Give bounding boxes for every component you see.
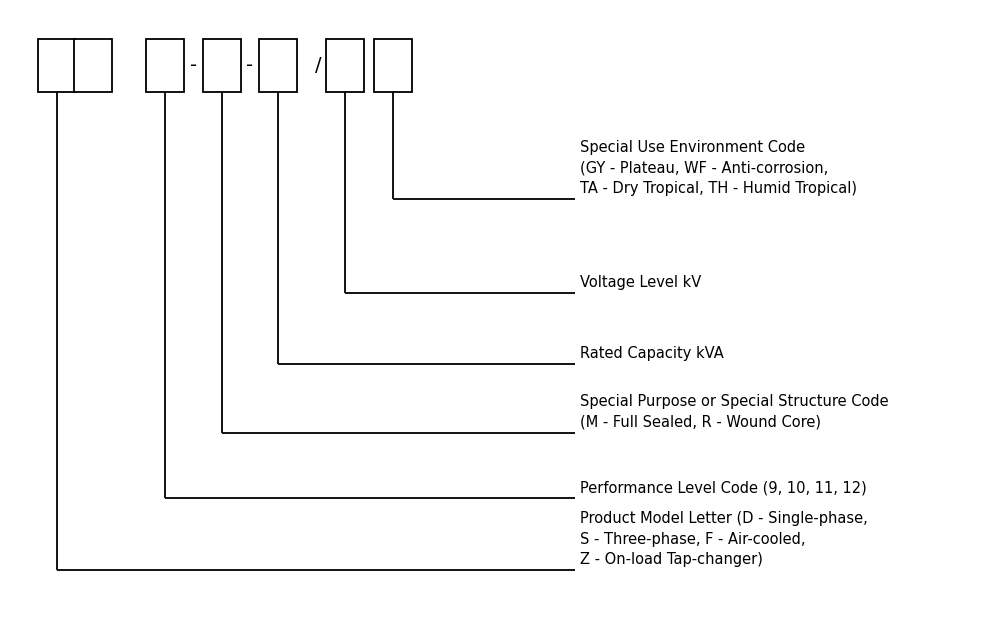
Text: -: -	[246, 56, 254, 75]
Bar	[74, 39, 112, 92]
Text: Special Use Environment Code
(GY - Plateau, WF - Anti-corrosion,
TA - Dry Tropic: Special Use Environment Code (GY - Plate…	[580, 140, 857, 196]
Text: Voltage Level kV: Voltage Level kV	[580, 275, 701, 290]
Text: /: /	[315, 56, 321, 75]
Bar	[326, 39, 364, 92]
Text: -: -	[190, 56, 198, 75]
Text: Rated Capacity kVA: Rated Capacity kVA	[580, 346, 724, 361]
Text: Product Model Letter (D - Single-phase,
S - Three-phase, F - Air-cooled,
Z - On-: Product Model Letter (D - Single-phase, …	[580, 511, 868, 567]
Text: Special Purpose or Special Structure Code
(M - Full Sealed, R - Wound Core): Special Purpose or Special Structure Cod…	[580, 394, 889, 430]
Bar	[203, 39, 241, 92]
Bar	[259, 39, 297, 92]
Bar	[38, 39, 76, 92]
Bar	[146, 39, 184, 92]
Bar	[374, 39, 412, 92]
Text: Performance Level Code (9, 10, 11, 12): Performance Level Code (9, 10, 11, 12)	[580, 480, 867, 495]
